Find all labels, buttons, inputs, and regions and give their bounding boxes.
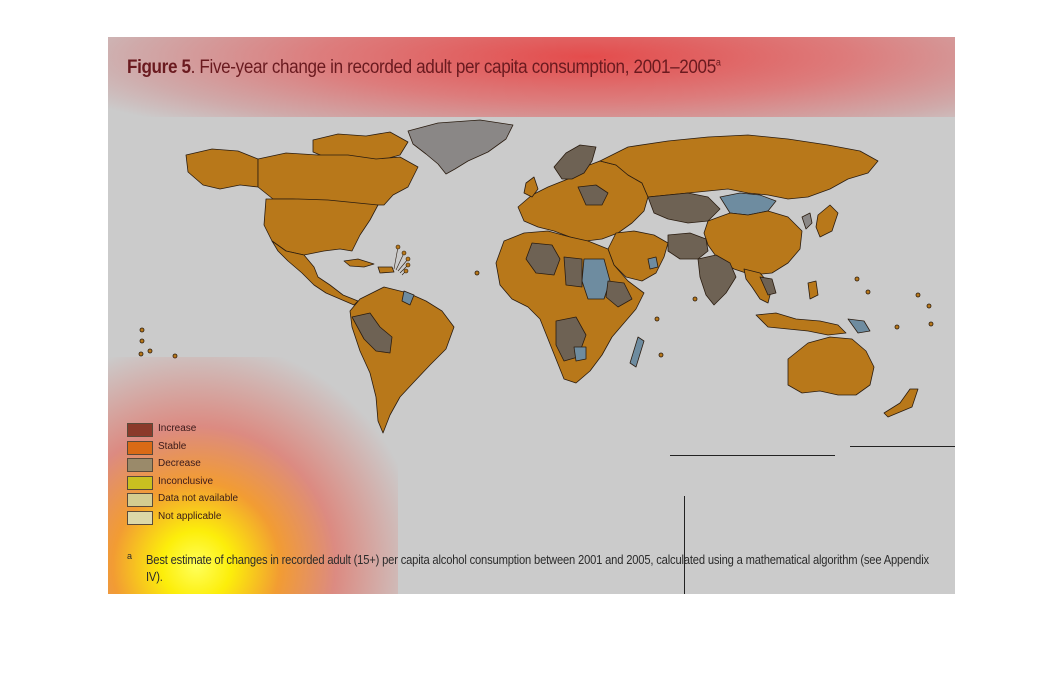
- scale-rule: [850, 446, 955, 447]
- legend-label: Increase: [158, 423, 197, 434]
- divider-line: [684, 496, 685, 594]
- usa: [263, 198, 379, 256]
- china: [703, 210, 803, 276]
- figure-title-footnote-mark: a: [715, 57, 721, 69]
- atlantic-island: [474, 270, 480, 276]
- indochina-decrease: [759, 276, 777, 296]
- pacific-island: [854, 276, 860, 282]
- legend-label: Not applicable: [158, 510, 222, 522]
- eastern-europe-decrease: [577, 184, 609, 206]
- heatmap-overlay-top: [108, 37, 955, 117]
- gulf-increase: [647, 256, 659, 270]
- legend-label: Inconclusive: [158, 475, 214, 487]
- indonesia: [755, 312, 847, 336]
- legend-label: Decrease: [158, 458, 201, 469]
- world-map: [138, 119, 934, 434]
- iran-afghanistan-decrease: [667, 232, 709, 260]
- southern-africa-increase: [573, 346, 587, 362]
- australia: [787, 336, 875, 396]
- legend-swatch: [127, 475, 153, 490]
- alaska: [185, 148, 259, 190]
- legend-swatch: [127, 440, 153, 455]
- footnote-text: Best estimate of changes in recorded adu…: [146, 552, 929, 584]
- papua-increase: [847, 318, 871, 334]
- philippines: [807, 280, 819, 300]
- pacific-island: [865, 289, 871, 295]
- hispaniola: [377, 266, 395, 274]
- scale-rule: [670, 455, 835, 456]
- kazakhstan: [647, 192, 721, 224]
- pacific-island: [926, 303, 932, 309]
- cuba: [343, 258, 375, 268]
- ethiopia-decrease: [605, 280, 633, 308]
- japan: [815, 204, 839, 238]
- heatmap-overlay-corner: [108, 357, 398, 594]
- legend-label: Stable: [158, 440, 187, 452]
- indian-ocean-island: [658, 352, 664, 358]
- legend-swatch: [127, 510, 153, 525]
- madagascar: [629, 336, 645, 368]
- pacific-island: [894, 324, 900, 330]
- map-panel: Figure 5. Five-year change in recorded a…: [108, 37, 955, 594]
- legend-label: Data not available: [158, 493, 239, 504]
- pacific-island: [915, 292, 921, 298]
- guyana-increase: [401, 290, 415, 306]
- scandinavia: [553, 144, 597, 180]
- indian-ocean-island: [654, 316, 660, 322]
- pacific-island: [139, 338, 145, 344]
- canada: [257, 152, 419, 206]
- korea: [801, 212, 813, 230]
- legend-swatch: [127, 458, 153, 472]
- figure-label: Figure 5: [127, 57, 191, 78]
- sahel-decrease: [525, 242, 561, 276]
- legend-swatch: [127, 423, 153, 437]
- new-zealand: [883, 388, 919, 418]
- peru-bolivia-decrease: [351, 312, 393, 354]
- figure-title: Figure 5. Five-year change in recorded a…: [127, 57, 721, 79]
- legend-swatch: [127, 493, 153, 507]
- pacific-island: [147, 348, 153, 354]
- pacific-island: [139, 327, 145, 333]
- footnote-marker: a: [127, 551, 132, 561]
- greenland: [407, 119, 514, 175]
- pacific-island: [138, 351, 144, 357]
- indian-ocean-island: [692, 296, 698, 302]
- india: [697, 254, 737, 306]
- mexico: [271, 240, 359, 306]
- footnote: a Best estimate of changes in recorded a…: [127, 551, 947, 585]
- pacific-island: [928, 321, 934, 327]
- figure-title-text: . Five-year change in recorded adult per…: [190, 57, 717, 78]
- chad-decrease: [563, 256, 583, 288]
- sudan-increase: [581, 258, 611, 300]
- uk: [523, 176, 539, 198]
- southeast-asia: [743, 268, 773, 304]
